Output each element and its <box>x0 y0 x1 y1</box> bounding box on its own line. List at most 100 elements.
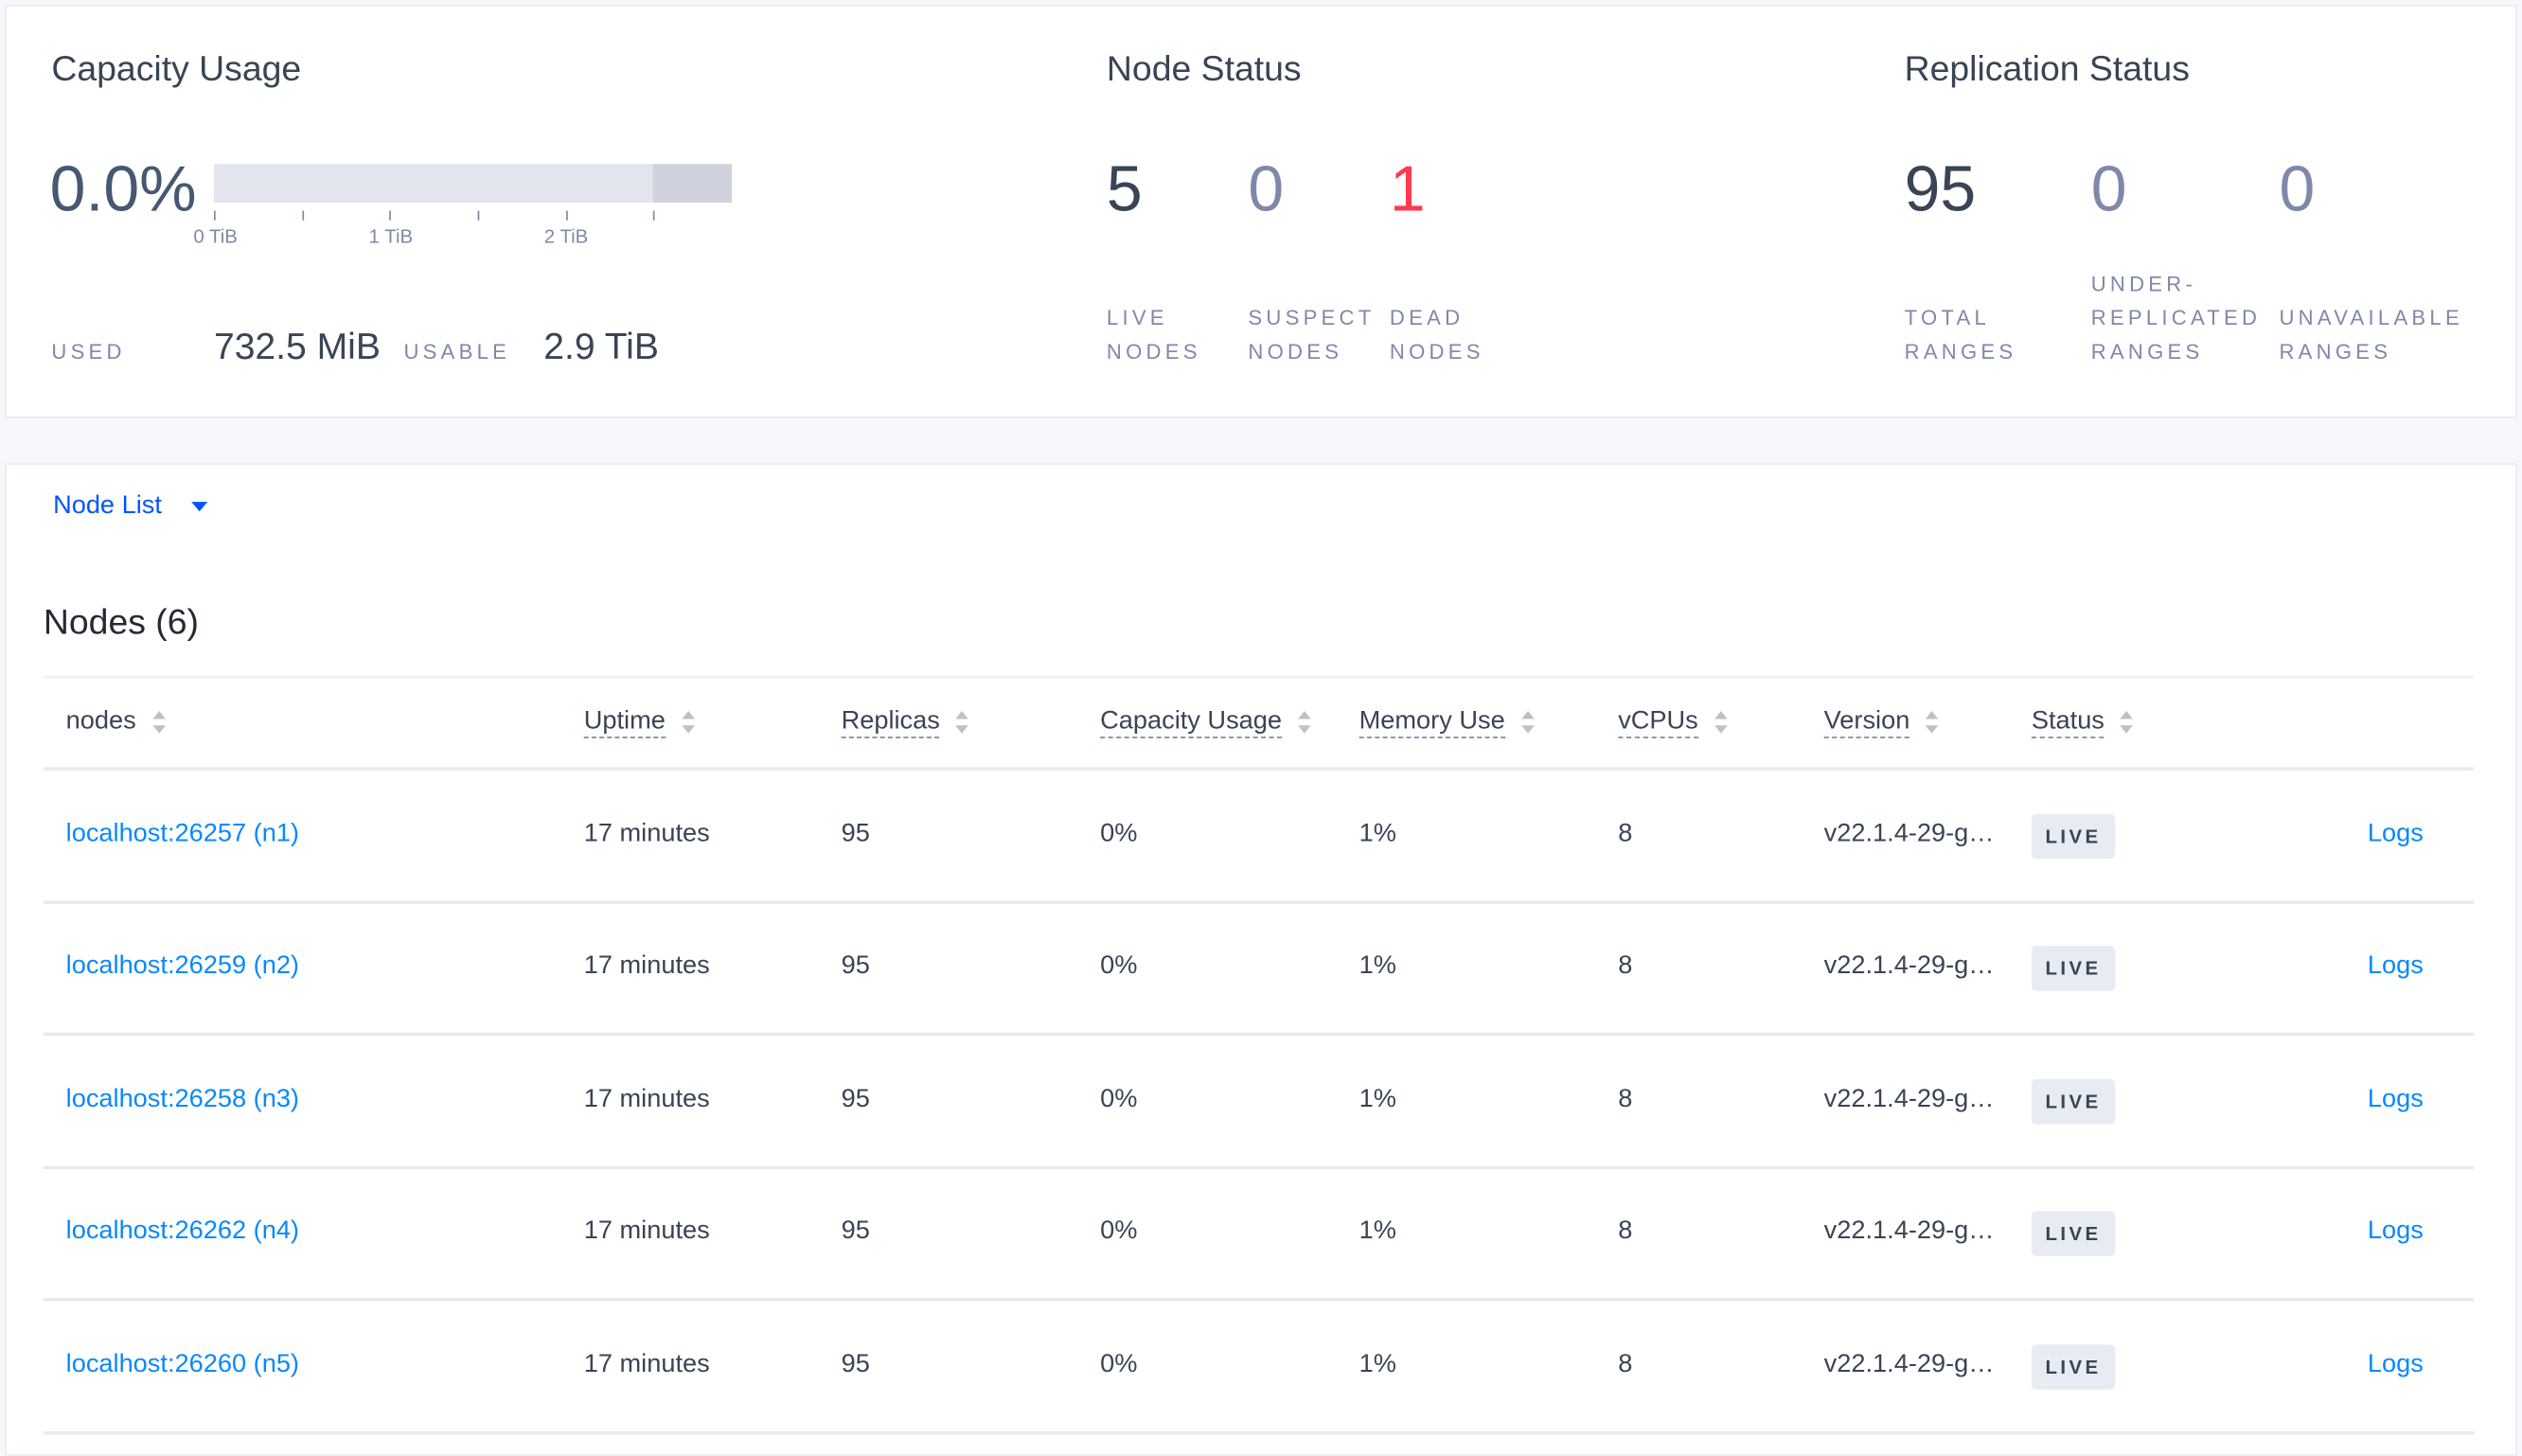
cell-uptime: 17 minutes <box>583 820 710 848</box>
view-selector-bar <box>5 463 2517 557</box>
summary-panel <box>5 5 2517 418</box>
cell-version: v22.1.4-29-g… <box>1823 820 1995 848</box>
status-badge: LIVE <box>2031 1211 2116 1257</box>
caret-down-icon <box>191 501 208 511</box>
cell-uptime: 17 minutes <box>583 1350 710 1378</box>
suspect-nodes-count: 0 <box>1248 154 1285 225</box>
sort-icon <box>1298 710 1311 734</box>
usable-value: 2.9 TiB <box>543 325 659 367</box>
status-badge: LIVE <box>2031 1078 2116 1125</box>
unavailable-ranges-count: 0 <box>2279 154 2316 225</box>
sort-icon <box>955 710 969 734</box>
logs-link[interactable]: Logs <box>2367 952 2424 981</box>
cell-capacity: 0% <box>1100 952 1138 981</box>
cell-memory: 1% <box>1359 820 1396 848</box>
tick <box>389 210 391 221</box>
live-nodes-count: 5 <box>1106 154 1143 225</box>
node-link[interactable]: localhost:26259 (n2) <box>65 952 299 981</box>
nodes-table-title: Nodes (6) <box>43 601 199 642</box>
node-link[interactable]: localhost:26260 (n5) <box>65 1350 299 1378</box>
used-value: 732.5 MiB <box>213 325 381 367</box>
sort-icon <box>151 710 166 734</box>
column-header-replicas[interactable]: Replicas <box>841 707 969 738</box>
column-header-nodes[interactable]: nodes <box>66 708 166 737</box>
sort-icon <box>1714 710 1728 734</box>
total-ranges-count: 95 <box>1904 154 1977 225</box>
cell-capacity: 0% <box>1100 1350 1138 1378</box>
tick-label: 1 TiB <box>368 224 414 248</box>
cell-replicas: 95 <box>841 820 870 848</box>
cell-vcpus: 8 <box>1618 1217 1633 1246</box>
logs-link[interactable]: Logs <box>2367 1350 2424 1378</box>
cell-version: v22.1.4-29-g… <box>1823 1350 1995 1378</box>
node-link[interactable]: localhost:26262 (n4) <box>65 1217 299 1246</box>
cell-replicas: 95 <box>841 952 870 981</box>
capacity-usage-title: Capacity Usage <box>51 47 302 89</box>
cell-version: v22.1.4-29-g… <box>1823 1217 1995 1246</box>
under-replicated-label: UNDER- REPLICATED RANGES <box>2090 272 2262 364</box>
cell-uptime: 17 minutes <box>583 1085 710 1113</box>
divider <box>43 1430 2475 1434</box>
divider <box>43 900 2475 904</box>
cell-capacity: 0% <box>1100 1217 1138 1246</box>
cell-version: v22.1.4-29-g… <box>1823 952 1995 981</box>
column-header-vcpus[interactable]: vCPUs <box>1618 707 1728 738</box>
under-replicated-count: 0 <box>2090 154 2127 225</box>
tick-label: 2 TiB <box>543 224 589 248</box>
node-link[interactable]: localhost:26257 (n1) <box>65 820 299 848</box>
total-ranges-label: TOTAL RANGES <box>1904 305 2017 364</box>
column-header-capacity-usage[interactable]: Capacity Usage <box>1100 707 1311 738</box>
cell-replicas: 95 <box>841 1350 870 1378</box>
cell-replicas: 95 <box>841 1085 870 1113</box>
divider <box>43 675 2475 679</box>
tick <box>213 210 216 221</box>
node-status-title: Node Status <box>1106 47 1302 89</box>
sort-icon <box>2120 710 2134 734</box>
status-badge: LIVE <box>2031 813 2116 860</box>
dead-nodes-count: 1 <box>1389 154 1426 225</box>
status-badge: LIVE <box>2031 1343 2116 1390</box>
node-link[interactable]: localhost:26258 (n3) <box>65 1085 299 1113</box>
cell-version: v22.1.4-29-g… <box>1823 1085 1995 1113</box>
cell-memory: 1% <box>1359 1217 1396 1246</box>
divider <box>43 1033 2475 1037</box>
divider <box>43 767 2475 771</box>
tick <box>302 210 305 221</box>
replication-status-title: Replication Status <box>1904 47 2190 89</box>
capacity-bar-unavailable <box>652 164 733 204</box>
unavailable-ranges-label: UNAVAILABLE RANGES <box>2279 305 2463 364</box>
logs-link[interactable]: Logs <box>2367 1085 2424 1113</box>
divider <box>43 1165 2475 1169</box>
cell-replicas: 95 <box>841 1217 870 1246</box>
column-header-uptime[interactable]: Uptime <box>583 707 695 738</box>
sort-icon <box>1520 710 1535 734</box>
live-nodes-label: LIVE NODES <box>1106 305 1201 364</box>
usable-label: USABLE <box>403 339 511 364</box>
cell-capacity: 0% <box>1100 1085 1138 1113</box>
cell-vcpus: 8 <box>1618 1350 1633 1378</box>
tick <box>566 210 568 221</box>
node-list-dropdown-label: Node List <box>53 491 162 520</box>
sort-icon <box>1926 710 1939 734</box>
cell-memory: 1% <box>1359 1350 1396 1378</box>
column-header-status[interactable]: Status <box>2031 707 2134 738</box>
cell-vcpus: 8 <box>1618 952 1633 981</box>
used-label: USED <box>51 339 126 364</box>
logs-link[interactable]: Logs <box>2367 1217 2424 1246</box>
capacity-bar <box>213 164 733 204</box>
cell-capacity: 0% <box>1100 820 1138 848</box>
sort-icon <box>681 710 695 734</box>
column-header-version[interactable]: Version <box>1823 707 1939 738</box>
cell-memory: 1% <box>1359 1085 1396 1113</box>
status-badge: LIVE <box>2031 946 2116 992</box>
column-header-memory-use[interactable]: Memory Use <box>1359 707 1535 738</box>
cell-vcpus: 8 <box>1618 1085 1633 1113</box>
cell-uptime: 17 minutes <box>583 1217 710 1246</box>
logs-link[interactable]: Logs <box>2367 820 2424 848</box>
tick-label: 0 TiB <box>193 224 238 248</box>
suspect-nodes-label: SUSPECT NODES <box>1248 305 1376 364</box>
node-list-dropdown[interactable]: Node List <box>53 491 208 522</box>
nodes-table-panel <box>5 553 2517 1456</box>
tick <box>652 210 655 221</box>
